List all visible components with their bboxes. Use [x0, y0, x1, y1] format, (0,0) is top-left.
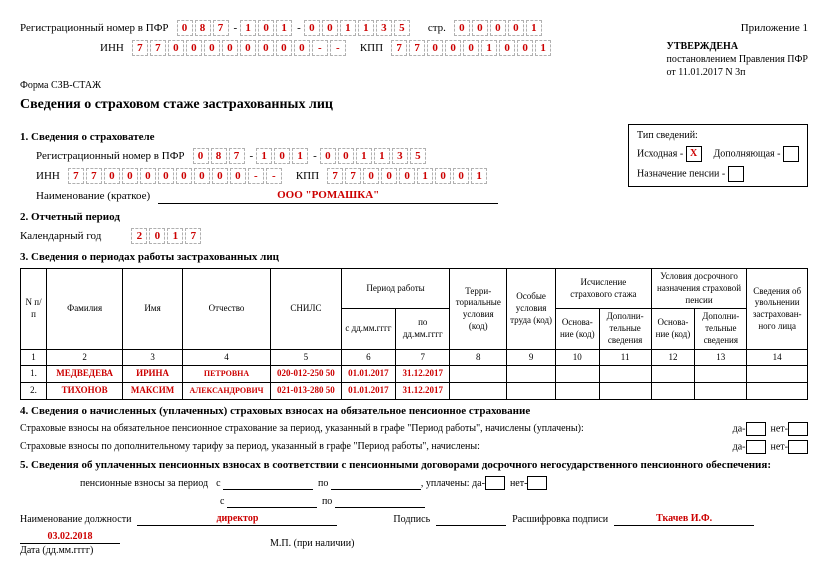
type-opt3-mark[interactable]	[728, 166, 744, 182]
s1-reg-label: Регистрационный номер в ПФР	[36, 149, 185, 163]
s1-kpp-label: КПП	[296, 169, 319, 183]
s1-heading: 1. Сведения о страхователе	[20, 130, 628, 144]
s1-name-value: ООО "РОМАШКА"	[158, 188, 498, 203]
s4-line1: Страховые взносы на обязательное пенсион…	[20, 422, 584, 435]
sign-value	[436, 512, 506, 526]
page-label: стр.	[428, 21, 446, 35]
table-row: 2.ТИХОНОВМАКСИМАЛЕКСАНДРОВИЧ021-013-280 …	[21, 382, 808, 399]
doc-title: Сведения о страховом стаже застрахованны…	[20, 96, 808, 114]
type-title: Тип сведений:	[637, 129, 799, 142]
approved3: от 11.01.2017 N 3п	[667, 66, 808, 79]
s4-da2[interactable]	[746, 440, 766, 454]
date-value: 03.02.2018	[20, 530, 120, 544]
type-opt2-mark[interactable]	[783, 146, 799, 162]
kpp-label: КПП	[360, 41, 383, 55]
s5-da[interactable]	[485, 476, 505, 490]
s4-heading: 4. Сведения о начисленных (уплаченных) с…	[20, 404, 808, 418]
s2-heading: 2. Отчетный период	[20, 210, 808, 224]
form-code: Форма СЗВ-СТАЖ	[20, 79, 808, 92]
position-value: директор	[137, 512, 337, 526]
approved2: постановлением Правления ПФР	[667, 53, 808, 66]
decode-label: Расшифровка подписи	[512, 513, 608, 526]
decode-value: Ткачев И.Ф.	[614, 512, 754, 526]
periods-table: N п/п Фамилия Имя Отчество СНИЛС Период …	[20, 268, 808, 399]
mp: М.П. (при наличии)	[270, 537, 354, 550]
s4-line2: Страховые взносы по дополнительному тари…	[20, 440, 480, 453]
sign-label: Подпись	[393, 513, 430, 526]
s4-da1[interactable]	[746, 422, 766, 436]
type-opt1-mark[interactable]: X	[686, 146, 702, 162]
s5-net[interactable]	[527, 476, 547, 490]
s2-year-label: Календарный год	[20, 229, 101, 243]
type-opt2: Дополняющая -	[713, 148, 780, 159]
approved: УТВЕРЖДЕНА	[667, 40, 808, 53]
s1-inn-label: ИНН	[36, 169, 60, 183]
inn-label: ИНН	[100, 41, 124, 55]
s5-heading: 5. Сведения об уплаченных пенсионных взн…	[20, 458, 808, 472]
s3-heading: 3. Сведения о периодах работы застрахова…	[20, 250, 808, 264]
s4-net2[interactable]	[788, 440, 808, 454]
s1-name-label: Наименование (краткое)	[36, 189, 150, 203]
position-label: Наименование должности	[20, 513, 131, 526]
appendix: Приложение 1	[741, 21, 808, 35]
type-opt1: Исходная -	[637, 148, 683, 159]
s4-net1[interactable]	[788, 422, 808, 436]
type-opt3: Назначение пенсии -	[637, 168, 725, 179]
date-label: Дата (дд.мм.гггг)	[20, 545, 93, 556]
table-row: 1.МЕДВЕДЕВАИРИНАПЕТРОВНА020-012-250 5001…	[21, 366, 808, 383]
reg-label: Регистрационный номер в ПФР	[20, 21, 169, 35]
